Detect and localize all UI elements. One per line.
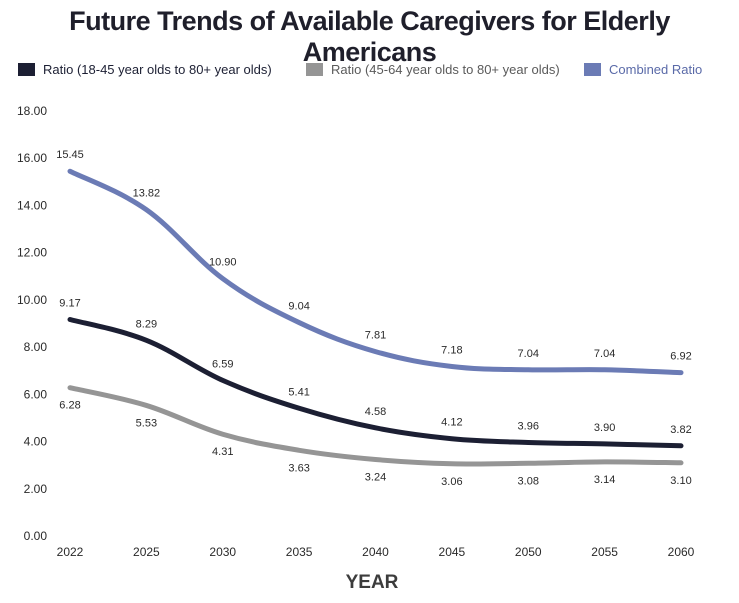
x-tick-label: 2030 xyxy=(209,545,236,559)
data-label: 6.28 xyxy=(59,400,80,412)
x-axis-title: YEAR xyxy=(346,572,399,593)
data-labels: 9.17 8.29 6.59 5.41 4.58 4.12 3.96 3.90 3.82 6.28… xyxy=(56,149,691,488)
y-tick-label: 8.00 xyxy=(24,340,48,354)
data-label: 6.92 xyxy=(670,351,691,363)
legend-item-young-ratio: Ratio (18-45 year olds to 80+ year olds) xyxy=(18,62,272,77)
data-label: 7.81 xyxy=(365,330,386,342)
axes: 0.00 2.00 4.00 6.00 8.00 10.00 12.00 14.00 16.00… xyxy=(17,104,695,559)
series-line-young-ratio xyxy=(67,316,684,449)
x-tick-label: 2055 xyxy=(591,545,618,559)
data-label: 13.82 xyxy=(133,188,161,200)
series-lines xyxy=(67,168,684,467)
y-tick-label: 16.00 xyxy=(17,151,47,165)
data-label: 15.45 xyxy=(56,149,84,161)
data-label: 4.58 xyxy=(365,406,386,418)
x-tick-label: 2045 xyxy=(439,545,466,559)
legend-label-middle-ratio: Ratio (45-64 year olds to 80+ year olds) xyxy=(331,62,560,77)
data-label: 8.29 xyxy=(136,318,157,330)
data-label: 7.18 xyxy=(441,344,462,356)
data-label: 3.06 xyxy=(441,476,462,488)
data-label: 9.04 xyxy=(288,301,309,313)
data-label: 5.53 xyxy=(136,417,157,429)
y-tick-label: 12.00 xyxy=(17,246,47,260)
data-label: 3.14 xyxy=(594,474,615,486)
y-tick-label: 2.00 xyxy=(24,482,48,496)
y-tick-label: 0.00 xyxy=(24,529,48,543)
y-tick-label: 18.00 xyxy=(17,104,47,118)
legend-item-middle-ratio: Ratio (45-64 year olds to 80+ year olds) xyxy=(306,62,560,77)
series-line-middle-ratio xyxy=(67,385,684,467)
data-label: 3.63 xyxy=(288,462,309,474)
legend-swatch-young-ratio xyxy=(18,63,35,76)
data-label: 5.41 xyxy=(288,386,309,398)
data-label: 3.82 xyxy=(670,424,691,436)
legend: Ratio (18-45 year olds to 80+ year olds)… xyxy=(18,62,729,82)
x-tick-label: 2060 xyxy=(668,545,695,559)
legend-label-young-ratio: Ratio (18-45 year olds to 80+ year olds) xyxy=(43,62,272,77)
data-label: 3.24 xyxy=(365,472,386,484)
x-tick-label: 2040 xyxy=(362,545,389,559)
legend-item-combined-ratio: Combined Ratio xyxy=(584,62,702,77)
data-label: 7.04 xyxy=(518,348,539,360)
series-line-combined-ratio xyxy=(67,168,684,376)
legend-label-combined-ratio: Combined Ratio xyxy=(609,62,703,77)
data-label: 4.31 xyxy=(212,446,233,458)
x-tick-label: 2035 xyxy=(286,545,313,559)
data-label: 10.90 xyxy=(209,257,237,269)
y-tick-label: 14.00 xyxy=(17,198,47,212)
legend-swatch-combined-ratio xyxy=(584,63,601,76)
y-tick-label: 4.00 xyxy=(24,435,48,449)
x-tick-label: 2025 xyxy=(133,545,160,559)
data-label: 3.10 xyxy=(670,475,691,487)
data-label: 3.08 xyxy=(518,475,539,487)
y-tick-label: 6.00 xyxy=(24,387,48,401)
data-label: 7.04 xyxy=(594,348,615,360)
data-label: 9.17 xyxy=(59,297,80,309)
legend-swatch-middle-ratio xyxy=(306,63,323,76)
data-label: 3.96 xyxy=(518,421,539,433)
data-label: 4.12 xyxy=(441,417,462,429)
data-label: 6.59 xyxy=(212,358,233,370)
data-label: 3.90 xyxy=(594,422,615,434)
chart-title: Future Trends of Available Caregivers fo… xyxy=(69,6,670,67)
y-tick-label: 10.00 xyxy=(17,293,47,307)
x-tick-label: 2050 xyxy=(515,545,542,559)
x-tick-label: 2022 xyxy=(57,545,84,559)
